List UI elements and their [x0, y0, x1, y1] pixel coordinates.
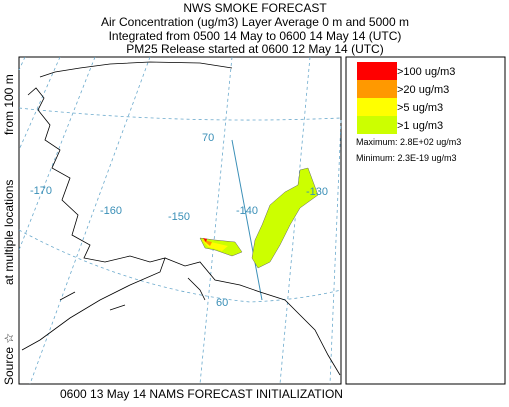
map-label: -170 [30, 185, 52, 197]
legend-label: >5 ug/m3 [397, 102, 443, 114]
side-text: from 100 m [2, 74, 16, 135]
legend: >100 ug/m3 >20 ug/m3 >5 ug/m3 >1 ug/m3 [357, 62, 455, 134]
legend-max: Maximum: 2.8E+02 ug/m3 [356, 137, 461, 147]
map-frame [18, 56, 342, 385]
legend-label: >1 ug/m3 [397, 120, 443, 132]
legend-swatch [357, 80, 397, 98]
map-label: 60 [216, 297, 228, 309]
subtitle: Air Concentration (ug/m3) Layer Average … [101, 15, 409, 29]
map-label: -130 [306, 186, 328, 198]
map-label: -150 [168, 211, 190, 223]
side-text: Source ☆ [2, 333, 16, 385]
smoke-plume [199, 167, 319, 269]
legend-swatch [357, 98, 397, 116]
map-label: 70 [202, 132, 214, 144]
graticule [18, 56, 342, 385]
legend-label: >20 ug/m3 [397, 84, 449, 96]
footer: 0600 13 May 14 NAMS FORECAST INITIALIZAT… [60, 387, 343, 401]
title: NWS SMOKE FORECAST [183, 1, 327, 15]
coastline [21, 61, 341, 376]
side-label: Source ☆ at multiple locations from 100 … [2, 74, 16, 385]
legend-label: >100 ug/m3 [397, 66, 455, 78]
legend-swatch [357, 116, 397, 134]
border [231, 139, 263, 301]
subtitle: Integrated from 0500 14 May to 0600 14 M… [109, 29, 402, 43]
legend-min: Minimum: 2.3E-19 ug/m3 [356, 153, 457, 163]
legend-swatch [357, 62, 397, 80]
legend-frame [345, 56, 506, 385]
subtitle: PM25 Release started at 0600 12 May 14 (… [126, 42, 383, 56]
map-label: -160 [100, 205, 122, 217]
side-text: at multiple locations [2, 180, 16, 285]
map-label: -140 [236, 205, 258, 217]
